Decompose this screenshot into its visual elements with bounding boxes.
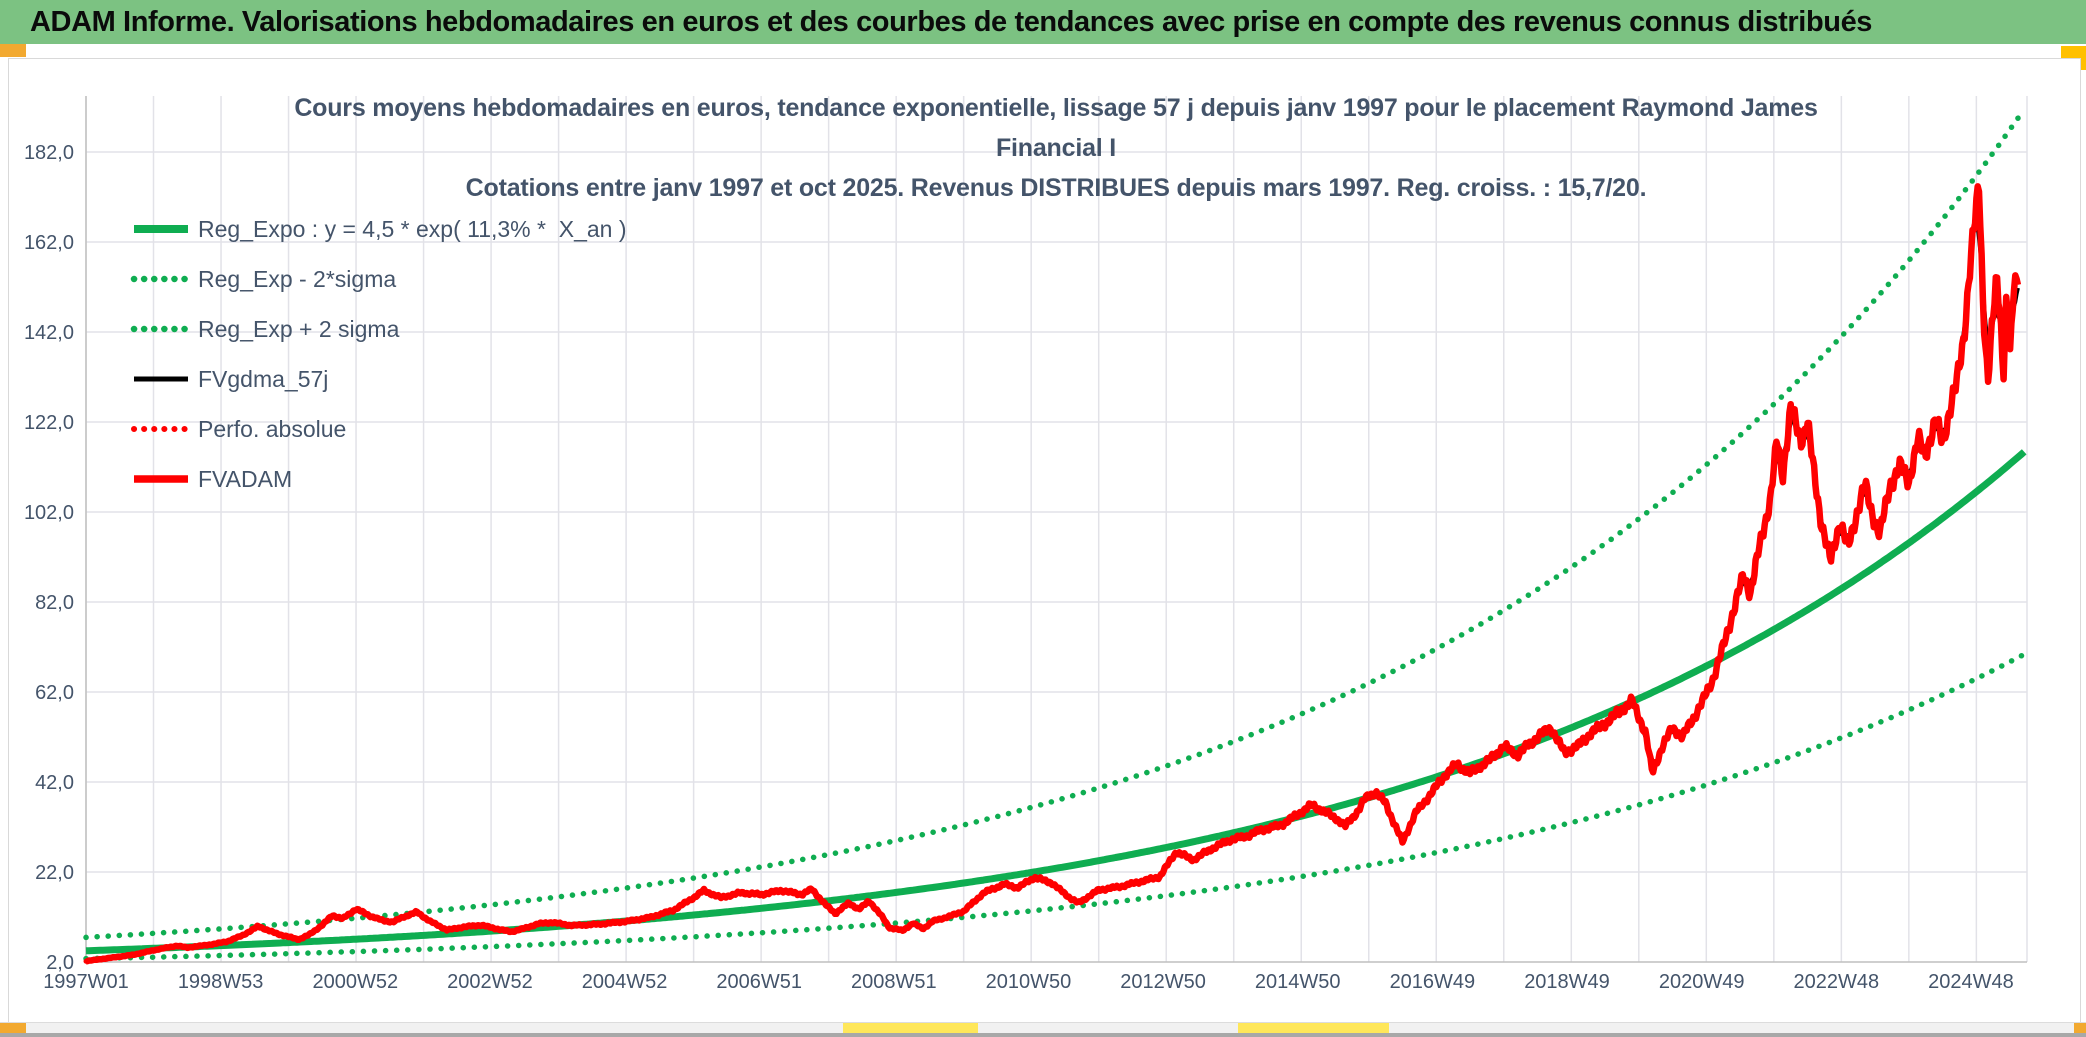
y-tick-label: 102,0: [24, 502, 74, 524]
legend-item-5: Perfo. absolue: [130, 404, 627, 454]
legend-label: FVgdma_57j: [198, 365, 329, 392]
legend-swatch-icon: [131, 426, 191, 432]
legend-label: Reg_Exp + 2 sigma: [198, 315, 400, 342]
y-tick-label: 2,0: [46, 952, 74, 974]
x-tick-label: 1998W53: [178, 971, 264, 993]
x-tick-label: 2020W49: [1659, 971, 1745, 993]
report-title: ADAM Informe. Valorisations hebdomadaire…: [30, 5, 1873, 38]
x-tick-label: 2008W51: [851, 971, 937, 993]
legend-label: Perfo. absolue: [198, 415, 347, 442]
bottom-yellow-segment-2: [1238, 1023, 1389, 1034]
series-line-reg-expo-y-4-5-exp-11-3-x-an-: [85, 449, 2027, 955]
legend-swatch-icon: [130, 275, 192, 283]
chart-legend: Reg_Expo : y = 4,5 * exp( 11,3% * X_an )…: [130, 204, 627, 504]
x-tick-label: 2018W49: [1524, 971, 1610, 993]
plot-area[interactable]: [83, 106, 2027, 965]
legend-item-1: Reg_Expo : y = 4,5 * exp( 11,3% * X_an ): [130, 204, 627, 254]
y-tick-label: 82,0: [35, 592, 74, 614]
legend-swatch-icon: [130, 325, 192, 333]
legend-label: Reg_Expo : y = 4,5 * exp( 11,3% * X_an ): [198, 215, 627, 242]
y-tick-label: 142,0: [24, 322, 74, 344]
x-tick-label: 2014W50: [1255, 971, 1341, 993]
x-tick-label: 2000W52: [312, 971, 398, 993]
bottom-yellow-segment-1: [843, 1023, 978, 1034]
legend-item-6: FVADAM: [130, 454, 627, 504]
corner-accent-bottom-left: [0, 1023, 26, 1034]
series-line-fvadam: [84, 183, 2022, 965]
bottom-gray-line: [0, 1033, 2086, 1037]
x-tick-label: 2016W49: [1390, 971, 1476, 993]
y-tick-label: 22,0: [35, 862, 74, 884]
x-tick-label: 1997W01: [43, 971, 129, 993]
x-tick-label: 2022W48: [1793, 971, 1879, 993]
x-tick-label: 2024W48: [1928, 971, 2014, 993]
x-tick-label: 2012W50: [1120, 971, 1206, 993]
report-header-bar: ADAM Informe. Valorisations hebdomadaire…: [0, 0, 2086, 44]
chart-title-line2: Cotations entre janv 1997 et oct 2025. R…: [465, 174, 1647, 202]
y-tick-label: 122,0: [24, 412, 74, 434]
legend-item-4: FVgdma_57j: [130, 354, 627, 404]
series-line-reg-exp-2-sigma: [83, 651, 2027, 962]
x-tick-label: 2004W52: [582, 971, 668, 993]
corner-accent-top-left: [0, 44, 26, 57]
chart-panel[interactable]: [8, 58, 2081, 1023]
legend-label: Reg_Exp - 2*sigma: [198, 265, 397, 292]
x-tick-label: 2002W52: [447, 971, 533, 993]
legend-item-3: Reg_Exp + 2 sigma: [130, 304, 627, 354]
legend-label: FVADAM: [198, 465, 293, 492]
chart-title-line1: Cours moyens hebdomadaires en euros, ten…: [294, 94, 1818, 162]
bottom-strip: [0, 1022, 2086, 1034]
y-tick-label: 42,0: [35, 772, 74, 794]
legend-swatch-icon: [134, 225, 188, 233]
legend-swatch-icon: [134, 376, 188, 382]
x-tick-label: 2010W50: [986, 971, 1072, 993]
chart-title: Cours moyens hebdomadaires en euros, ten…: [256, 88, 1856, 208]
legend-item-2: Reg_Exp - 2*sigma: [130, 254, 627, 304]
x-tick-label: 2006W51: [716, 971, 802, 993]
corner-accent-bottom-right: [2074, 1023, 2086, 1034]
legend-swatch-icon: [134, 475, 188, 483]
y-tick-label: 62,0: [35, 682, 74, 704]
y-tick-label: 162,0: [24, 232, 74, 254]
gridlines: [85, 96, 2028, 963]
y-tick-label: 182,0: [24, 142, 74, 164]
